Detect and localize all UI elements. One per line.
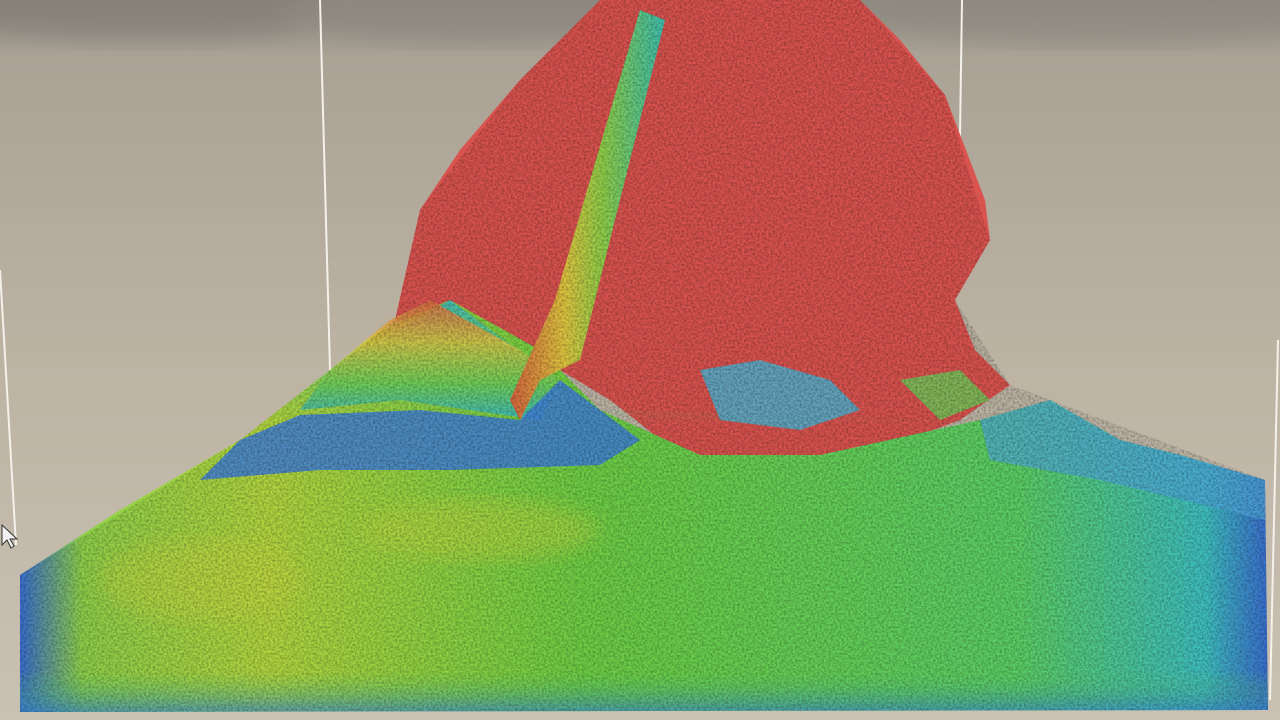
edge bbox=[1269, 339, 1279, 701]
mouse-cursor bbox=[1, 523, 19, 549]
edge bbox=[319, 0, 331, 371]
particle-texture bbox=[20, 0, 1268, 712]
edge bbox=[0, 269, 17, 546]
